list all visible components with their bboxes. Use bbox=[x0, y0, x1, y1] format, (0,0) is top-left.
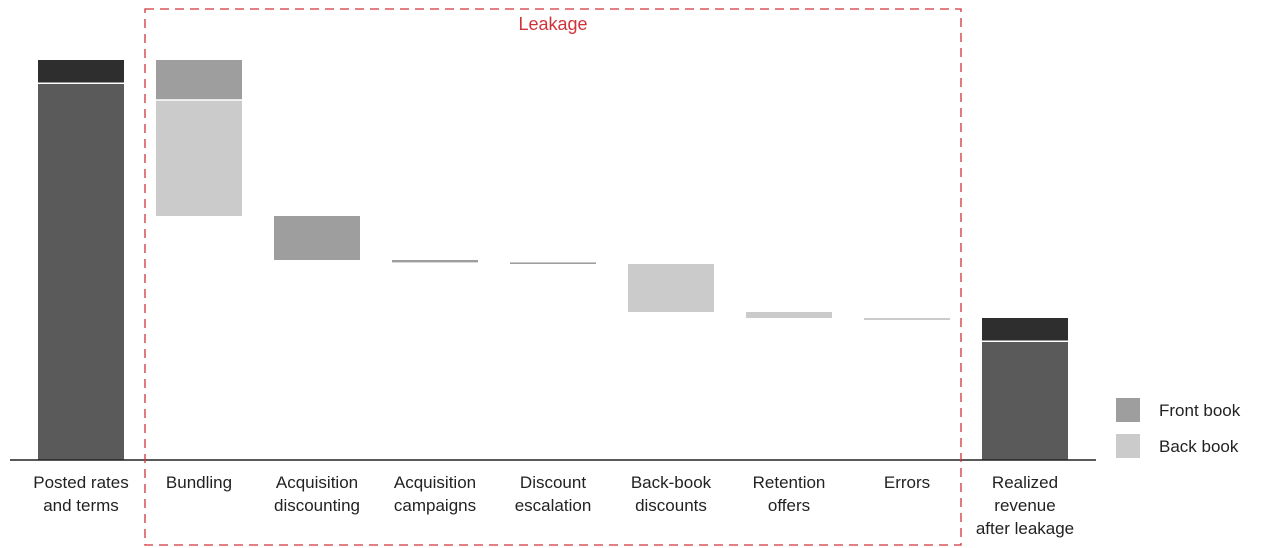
x-tick-label-discount-escalation: Discount escalation bbox=[515, 473, 592, 515]
bar-bundling-front-book bbox=[156, 60, 242, 100]
bar-back-book-discounts-back-book bbox=[628, 264, 714, 312]
bar-posted-rates-and-terms-top bbox=[38, 60, 124, 83]
bars-layer bbox=[38, 60, 1068, 460]
bar-realized-revenue-after-leakage-top bbox=[982, 318, 1068, 341]
leakage-label: Leakage bbox=[518, 14, 587, 34]
x-tick-label-retention-offers: Retention offers bbox=[753, 473, 826, 515]
bar-retention-offers-back-book bbox=[746, 312, 832, 318]
bar-posted-rates-and-terms-main bbox=[38, 84, 124, 460]
bar-errors-back-book bbox=[864, 318, 950, 320]
legend: Front book Back book bbox=[1116, 398, 1241, 458]
x-tick-label-back-book-discounts: Back-book discounts bbox=[631, 473, 712, 515]
x-tick-label-bundling: Bundling bbox=[166, 473, 232, 492]
legend-label-front-book: Front book bbox=[1159, 401, 1241, 420]
bar-acquisition-campaigns-front-book bbox=[392, 260, 478, 263]
x-tick-label-posted-rates-and-terms: Posted rates and terms bbox=[33, 473, 128, 515]
legend-label-back-book: Back book bbox=[1159, 437, 1239, 456]
bar-discount-escalation-front-book bbox=[510, 262, 596, 264]
category-labels: Posted rates and terms Bundling Acquisition… bbox=[33, 473, 1074, 538]
legend-swatch-back-book bbox=[1116, 434, 1140, 458]
leakage-box bbox=[144, 8, 962, 546]
legend-swatch-front-book bbox=[1116, 398, 1140, 422]
x-tick-label-errors: Errors bbox=[884, 473, 930, 492]
x-tick-label-realized-revenue-after-leakage: Realized revenue after leakage bbox=[976, 473, 1074, 538]
bar-acquisition-discounting-front-book bbox=[274, 216, 360, 260]
x-tick-label-acquisition-discounting: Acquisition discounting bbox=[274, 473, 360, 515]
bar-realized-revenue-after-leakage-main bbox=[982, 342, 1068, 460]
x-tick-label-acquisition-campaigns: Acquisition campaigns bbox=[394, 473, 476, 515]
bar-bundling-back-book bbox=[156, 100, 242, 216]
